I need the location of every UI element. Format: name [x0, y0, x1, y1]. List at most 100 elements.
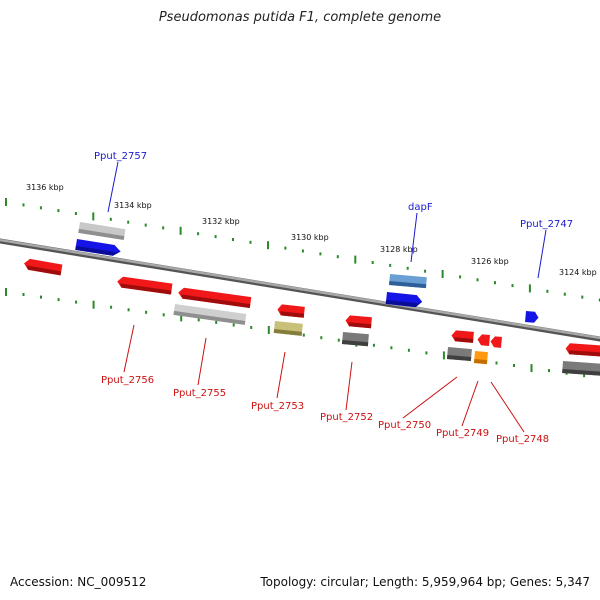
minor-tick — [74, 212, 77, 215]
gene-label[interactable]: Pput_2757 — [94, 151, 147, 162]
minor-tick — [40, 295, 42, 299]
major-tick — [267, 241, 269, 250]
forward-label-lines — [107, 161, 547, 279]
minor-tick — [494, 281, 496, 285]
reverse-label-lines — [123, 324, 525, 433]
gene-red-reverse[interactable] — [490, 336, 502, 348]
gene-red-reverse[interactable] — [565, 343, 600, 357]
gene-red-reverse[interactable] — [451, 330, 474, 343]
minor-tick — [546, 289, 549, 293]
major-tick — [354, 255, 357, 264]
gene-darkgray[interactable] — [341, 332, 369, 347]
gene-red-reverse[interactable] — [477, 334, 490, 347]
map-title: Pseudomonas putida F1, complete genome — [158, 10, 442, 25]
gene-steel[interactable] — [389, 274, 427, 289]
minor-tick — [22, 293, 25, 296]
gene-gray[interactable] — [173, 304, 247, 325]
gene-gray[interactable] — [78, 222, 126, 241]
gene-red-reverse[interactable] — [345, 315, 372, 329]
minor-tick — [371, 261, 374, 264]
minor-tick — [372, 343, 375, 347]
minor-tick — [197, 232, 200, 236]
major-tick — [92, 212, 95, 221]
gene-label[interactable]: Pput_2756 — [101, 375, 154, 386]
gene-olive[interactable] — [273, 321, 303, 336]
gene-label[interactable]: Pput_2750 — [378, 420, 431, 431]
minor-tick — [598, 298, 600, 302]
major-tick — [92, 300, 95, 309]
gene-label[interactable]: Pput_2749 — [436, 428, 489, 439]
minor-tick — [162, 313, 165, 317]
gene-red-reverse[interactable] — [277, 304, 305, 318]
reverse-genes — [23, 258, 600, 376]
minor-tick — [495, 361, 498, 365]
minor-tick — [581, 295, 584, 299]
minor-tick — [214, 235, 217, 239]
minor-tick — [215, 320, 218, 324]
major-tick — [441, 270, 444, 278]
minor-tick — [390, 346, 393, 350]
gene-blue-small[interactable] — [525, 311, 539, 323]
scale-labels: 3136 kbp 3134 kbp 3132 kbp 3130 kbp 3128… — [26, 183, 597, 277]
minor-tick — [563, 292, 566, 296]
minor-tick — [389, 263, 392, 267]
accession-text: Accession: NC_009512 — [10, 575, 147, 589]
major-tick — [5, 198, 7, 206]
minor-tick — [144, 223, 147, 227]
gene-red-reverse[interactable] — [177, 287, 252, 309]
gene-darkgray[interactable] — [562, 361, 600, 376]
major-tick — [442, 351, 445, 360]
scale-label: 3136 kbp — [26, 183, 64, 192]
minor-tick — [511, 284, 514, 288]
minor-tick — [320, 336, 323, 340]
minor-tick — [425, 351, 428, 355]
scale-label: 3130 kbp — [291, 233, 329, 242]
minor-tick — [319, 252, 322, 256]
scale-label: 3128 kbp — [380, 245, 418, 254]
upper-tick-track — [5, 198, 600, 302]
minor-tick — [284, 246, 287, 250]
minor-tick — [162, 226, 165, 230]
minor-tick — [459, 275, 462, 279]
major-tick — [179, 226, 182, 235]
gene-red-reverse[interactable] — [23, 258, 63, 276]
minor-tick — [337, 338, 340, 342]
minor-tick — [197, 318, 200, 322]
minor-tick — [75, 300, 78, 304]
gene-label[interactable]: Pput_2755 — [173, 388, 226, 399]
gene-blue-forward[interactable] — [385, 292, 423, 308]
reverse-gene-labels: Pput_2756 Pput_2755 Pput_2753 Pput_2752 … — [101, 375, 549, 445]
scale-label: 3132 kbp — [202, 217, 240, 226]
minor-tick — [513, 364, 515, 367]
major-tick — [528, 284, 531, 293]
gene-blue-forward[interactable] — [75, 239, 121, 257]
minor-tick — [548, 369, 550, 373]
gene-darkgray[interactable] — [446, 347, 472, 362]
gene-label[interactable]: Pput_2748 — [496, 434, 549, 445]
forward-gene-labels: Pput_2757 dapF Pput_2747 — [94, 151, 573, 230]
major-tick — [180, 313, 183, 322]
gene-label[interactable]: dapF — [408, 202, 433, 213]
minor-tick — [476, 278, 479, 282]
minor-tick — [57, 298, 60, 302]
genome-summary-text: Topology: circular; Length: 5,959,964 bp… — [260, 575, 590, 589]
gene-label[interactable]: Pput_2747 — [520, 219, 573, 230]
major-tick — [267, 326, 270, 334]
gene-red-reverse[interactable] — [116, 276, 173, 295]
gene-label[interactable]: Pput_2753 — [251, 401, 304, 412]
minor-tick — [109, 217, 112, 221]
gene-orange[interactable] — [473, 351, 488, 365]
minor-tick — [127, 220, 130, 224]
minor-tick — [583, 374, 586, 378]
gene-label[interactable]: Pput_2752 — [320, 412, 373, 423]
minor-tick — [57, 209, 60, 213]
minor-tick — [22, 203, 25, 207]
forward-genes — [75, 222, 539, 323]
major-tick — [5, 288, 7, 296]
minor-tick — [232, 238, 234, 241]
minor-tick — [336, 255, 339, 259]
minor-tick — [302, 333, 305, 337]
minor-tick — [407, 348, 410, 352]
genome-backbone — [0, 238, 600, 342]
